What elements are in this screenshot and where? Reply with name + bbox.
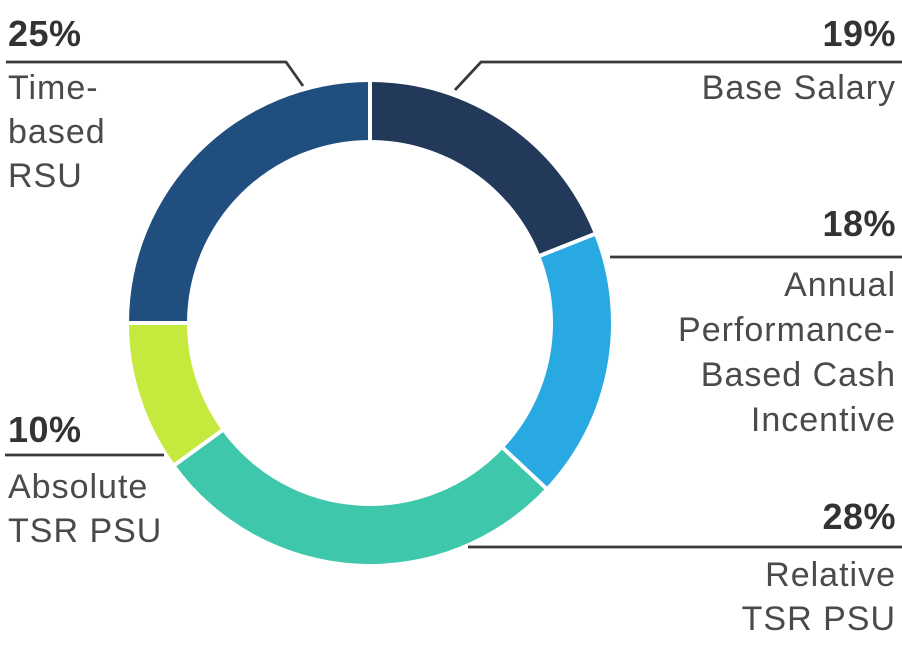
label-line: based bbox=[8, 113, 106, 151]
label-line: RSU bbox=[8, 157, 83, 195]
percent-absolute-tsr-psu: 10% bbox=[8, 409, 82, 450]
percent-time-based-rsu: 25% bbox=[8, 13, 82, 54]
donut-slice-annual-performance-based-cash-incentive bbox=[503, 234, 611, 488]
label-line: Annual bbox=[784, 266, 896, 304]
label-line: Absolute bbox=[8, 468, 149, 506]
percent-relative-tsr-psu: 28% bbox=[822, 496, 896, 537]
slice-separator bbox=[537, 231, 597, 259]
label-absolute-tsr-psu: Absolute TSR PSU bbox=[8, 465, 162, 553]
leader-line-base-salary bbox=[453, 60, 902, 91]
donut-slice-time-based-rsu bbox=[129, 82, 370, 323]
label-line: Performance- bbox=[678, 311, 896, 349]
donut-slice-relative-tsr-psu bbox=[175, 430, 546, 565]
label-line: Base Salary bbox=[701, 69, 896, 107]
leader-line-time-based-rsu bbox=[6, 60, 305, 87]
label-line: Time- bbox=[8, 69, 99, 107]
donut-slices bbox=[129, 82, 611, 565]
label-line: Incentive bbox=[750, 401, 896, 439]
label-line: Relative bbox=[765, 556, 896, 594]
callout-base-salary: 19% Base Salary bbox=[702, 14, 896, 110]
donut-slice-absolute-tsr-psu bbox=[129, 323, 222, 465]
callout-absolute-tsr-psu: 10% Absolute TSR PSU bbox=[8, 410, 162, 553]
percent-base-salary: 19% bbox=[822, 13, 896, 54]
label-line: TSR PSU bbox=[741, 600, 896, 638]
donut-slice-base-salary bbox=[370, 82, 595, 256]
label-annual-performance-cash-incentive: Annual Performance- Based Cash Incentive bbox=[678, 263, 896, 443]
callout-relative-tsr-psu: 28% Relative TSR PSU bbox=[742, 497, 896, 641]
slice-separator bbox=[172, 427, 225, 468]
label-relative-tsr-psu: Relative TSR PSU bbox=[742, 553, 896, 641]
callout-time-based-rsu: 25% Time- based RSU bbox=[8, 14, 106, 198]
label-line: Based Cash bbox=[700, 356, 896, 394]
callout-annual-performance-cash-incentive: 18% Annual Performance- Based Cash Incen… bbox=[678, 204, 896, 443]
label-time-based-rsu: Time- based RSU bbox=[8, 66, 106, 198]
label-base-salary: Base Salary bbox=[702, 66, 896, 110]
percent-annual-performance-cash-incentive: 18% bbox=[822, 203, 896, 244]
slice-separator bbox=[500, 445, 549, 491]
slice-separators bbox=[127, 80, 597, 491]
label-line: TSR PSU bbox=[8, 512, 163, 550]
